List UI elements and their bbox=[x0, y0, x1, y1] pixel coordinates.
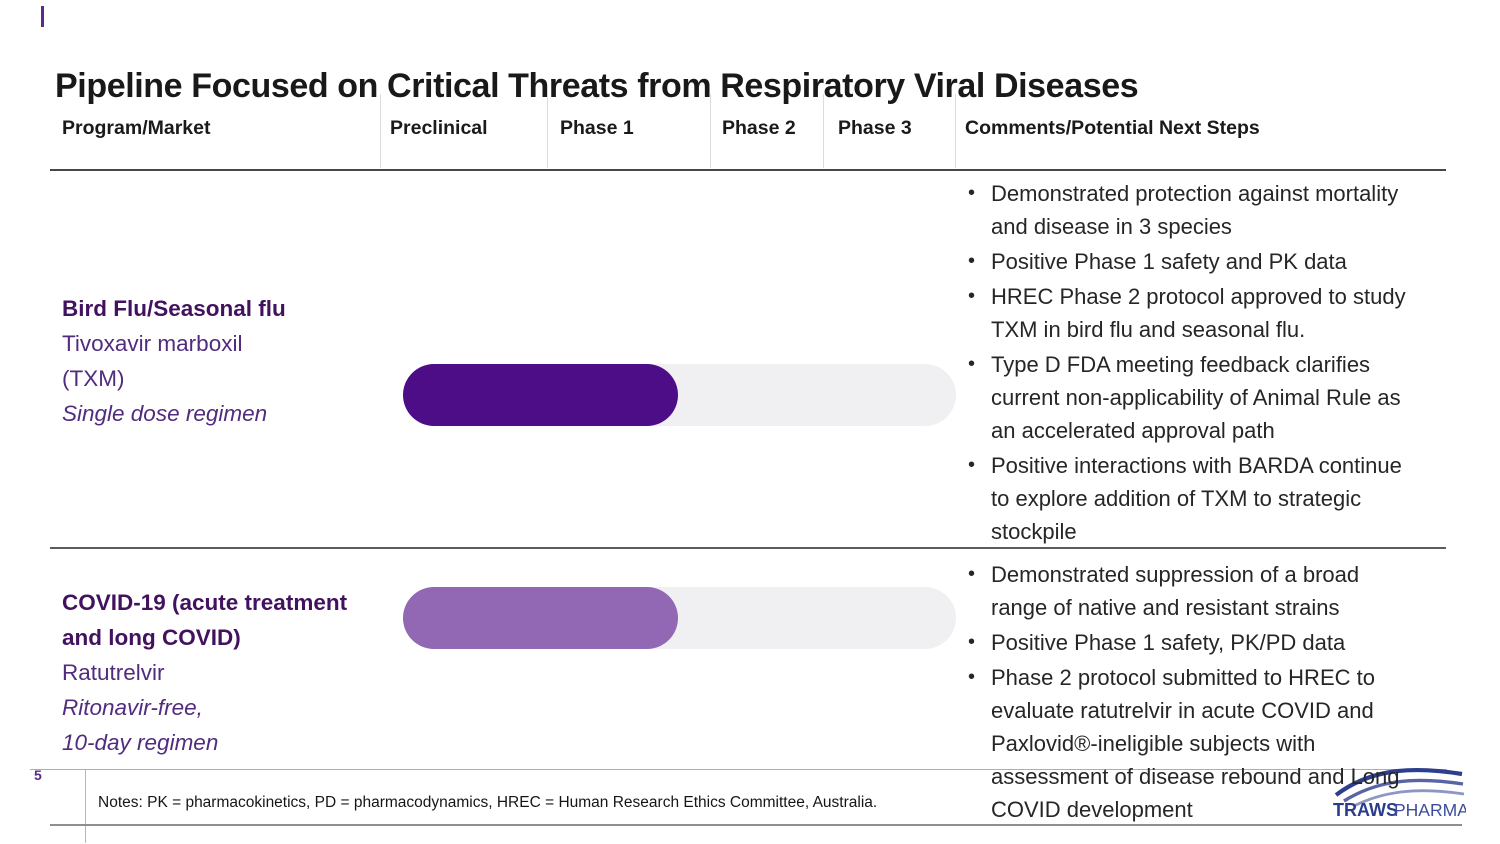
program-cell-bird-flu: Bird Flu/Seasonal flu Tivoxavir marboxil… bbox=[62, 291, 358, 431]
comment-bullet: Phase 2 protocol submitted to HREC to ev… bbox=[961, 661, 1419, 826]
comment-bullet: Positive interactions with BARDA continu… bbox=[961, 449, 1419, 548]
program-name: COVID-19 (acute treatment and long COVID… bbox=[62, 590, 348, 650]
column-header-preclinical: Preclinical bbox=[390, 117, 488, 139]
program-drug: Tivoxavir marboxil (TXM) bbox=[62, 331, 243, 391]
row-divider bbox=[50, 547, 1446, 549]
phase-progress-track bbox=[403, 364, 956, 426]
footer-divider-line bbox=[30, 769, 1447, 770]
program-regimen: Ritonavir-free, 10-day regimen bbox=[62, 695, 219, 755]
comments-list: Demonstrated protection against mortalit… bbox=[961, 177, 1433, 548]
comment-bullet: HREC Phase 2 protocol approved to study … bbox=[961, 280, 1419, 346]
header-underline bbox=[50, 169, 1446, 171]
slide-title: Pipeline Focused on Critical Threats fro… bbox=[55, 66, 1139, 105]
column-header-phase1: Phase 1 bbox=[560, 117, 634, 139]
footer-notes: Notes: PK = pharmacokinetics, PD = pharm… bbox=[98, 794, 878, 811]
program-drug: Ratutrelvir bbox=[62, 660, 165, 685]
comments-list: Demonstrated suppression of a broad rang… bbox=[961, 558, 1433, 826]
comment-bullet: Demonstrated suppression of a broad rang… bbox=[961, 558, 1419, 624]
header-column-divider bbox=[380, 94, 381, 168]
footer-vertical-line bbox=[85, 769, 86, 843]
header-column-divider bbox=[547, 94, 548, 168]
program-regimen: Single dose regimen bbox=[62, 401, 268, 426]
column-header-phase3: Phase 3 bbox=[838, 117, 912, 139]
phase-progress-track bbox=[403, 587, 956, 649]
column-header-phase2: Phase 2 bbox=[722, 117, 796, 139]
header-column-divider bbox=[955, 94, 956, 168]
column-header-program: Program/Market bbox=[62, 117, 211, 139]
program-name: Bird Flu/Seasonal flu bbox=[62, 296, 286, 321]
column-header-comments: Comments/Potential Next Steps bbox=[965, 117, 1260, 139]
comment-bullet: Positive Phase 1 safety, PK/PD data bbox=[961, 626, 1419, 659]
phase-progress-bar-txm bbox=[403, 364, 678, 426]
comment-bullet: Type D FDA meeting feedback clarifies cu… bbox=[961, 348, 1419, 447]
slide-accent-dash bbox=[41, 6, 44, 27]
comments-cell-bird-flu: Demonstrated protection against mortalit… bbox=[961, 177, 1433, 550]
phase-progress-bar-ratutrelvir bbox=[403, 587, 678, 649]
comment-bullet: Positive Phase 1 safety and PK data bbox=[961, 245, 1419, 278]
header-column-divider bbox=[710, 94, 711, 168]
comments-cell-covid19: Demonstrated suppression of a broad rang… bbox=[961, 558, 1433, 828]
bottom-border-line bbox=[50, 824, 1462, 826]
header-column-divider bbox=[823, 94, 824, 168]
page-number: 5 bbox=[34, 767, 42, 783]
comment-bullet: Demonstrated protection against mortalit… bbox=[961, 177, 1419, 243]
program-cell-covid19: COVID-19 (acute treatment and long COVID… bbox=[62, 585, 358, 760]
